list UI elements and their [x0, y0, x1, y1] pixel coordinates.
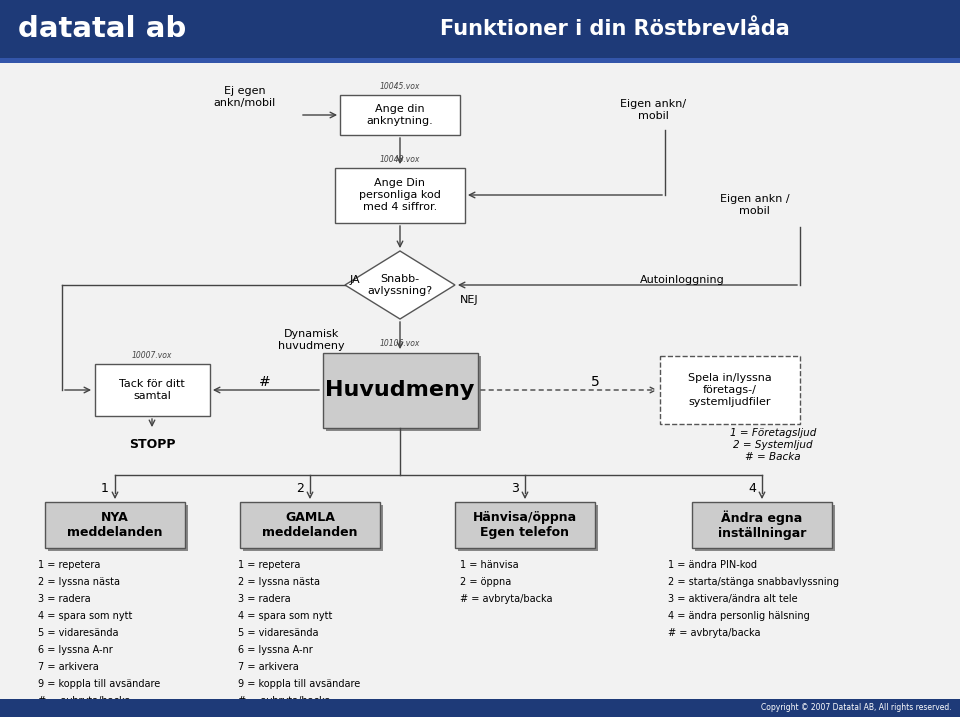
Text: 2: 2: [296, 482, 304, 495]
Text: 5 = vidaresända: 5 = vidaresända: [238, 628, 319, 638]
Text: 2 = lyssna nästa: 2 = lyssna nästa: [238, 577, 320, 587]
Text: NYA
meddelanden: NYA meddelanden: [67, 511, 163, 539]
Text: 9 = koppla till avsändare: 9 = koppla till avsändare: [38, 679, 160, 689]
Bar: [660, 356, 800, 424]
Text: 1 = Företagsljud
2 = Systemljud
# = Backa: 1 = Företagsljud 2 = Systemljud # = Back…: [730, 428, 816, 462]
Text: JA: JA: [349, 275, 360, 285]
Bar: [325, 356, 481, 430]
Bar: [94, 364, 209, 416]
Bar: [243, 505, 383, 551]
Text: Eigen ankn/
mobil: Eigen ankn/ mobil: [620, 99, 686, 120]
Text: 1 = hänvisa: 1 = hänvisa: [460, 560, 518, 570]
Text: Funktioner i din Röstbrevlåda: Funktioner i din Röstbrevlåda: [440, 19, 789, 39]
Text: Ange Din
personliga kod
med 4 siffror.: Ange Din personliga kod med 4 siffror.: [359, 179, 441, 212]
Text: 4 = ändra personlig hälsning: 4 = ändra personlig hälsning: [668, 611, 809, 621]
Text: GAMLA
meddelanden: GAMLA meddelanden: [262, 511, 358, 539]
Text: Tack för ditt
samtal: Tack för ditt samtal: [119, 379, 185, 401]
Bar: [323, 353, 477, 427]
Text: 3 = radera: 3 = radera: [38, 594, 90, 604]
Text: 2 = öppna: 2 = öppna: [460, 577, 512, 587]
Text: Copyright © 2007 Datatal AB, All rights reserved.: Copyright © 2007 Datatal AB, All rights …: [761, 703, 952, 713]
Bar: [458, 505, 598, 551]
Text: # = avbryta/backa: # = avbryta/backa: [668, 628, 760, 638]
Text: Dynamisk
huvudmeny: Dynamisk huvudmeny: [278, 329, 345, 351]
Bar: [0, 0, 960, 58]
Text: 2 = lyssna nästa: 2 = lyssna nästa: [38, 577, 120, 587]
Text: 2 = starta/stänga snabbavlyssning: 2 = starta/stänga snabbavlyssning: [668, 577, 839, 587]
Text: #: #: [259, 375, 271, 389]
Bar: [692, 502, 832, 548]
Bar: [695, 505, 835, 551]
Text: 10045.vox: 10045.vox: [380, 82, 420, 91]
Text: Hänvisa/öppna
Egen telefon: Hänvisa/öppna Egen telefon: [473, 511, 577, 539]
Bar: [45, 502, 185, 548]
Text: Huvudmeny: Huvudmeny: [325, 380, 474, 400]
Text: Ej egen
ankn/mobil: Ej egen ankn/mobil: [214, 86, 276, 108]
Text: 10106.vox: 10106.vox: [380, 340, 420, 348]
Bar: [48, 505, 188, 551]
Text: 3: 3: [511, 482, 519, 495]
Bar: [0, 58, 960, 63]
Text: 1: 1: [101, 482, 108, 495]
Text: 1 = repetera: 1 = repetera: [238, 560, 300, 570]
Text: Spela in/lyssna
företags-/
systemljudfiler: Spela in/lyssna företags-/ systemljudfil…: [688, 374, 772, 407]
Text: 3 = aktivera/ändra alt tele: 3 = aktivera/ändra alt tele: [668, 594, 798, 604]
Text: 4: 4: [748, 482, 756, 495]
Text: 5 = vidaresända: 5 = vidaresända: [38, 628, 118, 638]
Bar: [335, 168, 465, 222]
Text: # = avbryta/backa: # = avbryta/backa: [38, 696, 131, 706]
Text: STOPP: STOPP: [129, 439, 176, 452]
Text: 1 = ändra PIN-kod: 1 = ändra PIN-kod: [668, 560, 757, 570]
Text: 10048.vox: 10048.vox: [380, 154, 420, 163]
Text: 6 = lyssna A-nr: 6 = lyssna A-nr: [38, 645, 112, 655]
Text: 9 = koppla till avsändare: 9 = koppla till avsändare: [238, 679, 360, 689]
Polygon shape: [345, 251, 455, 319]
Text: 7 = arkivera: 7 = arkivera: [38, 662, 99, 672]
Text: 3 = radera: 3 = radera: [238, 594, 291, 604]
Bar: [340, 95, 460, 135]
Text: 4 = spara som nytt: 4 = spara som nytt: [238, 611, 332, 621]
Text: 1 = repetera: 1 = repetera: [38, 560, 101, 570]
Text: Ändra egna
inställningar: Ändra egna inställningar: [718, 511, 806, 540]
Bar: [240, 502, 380, 548]
Text: datatal ab: datatal ab: [18, 15, 186, 43]
Text: Snabb-
avlyssning?: Snabb- avlyssning?: [368, 274, 433, 296]
Text: 10007.vox: 10007.vox: [132, 351, 172, 360]
Text: Eigen ankn /
mobil: Eigen ankn / mobil: [720, 194, 790, 216]
Bar: [0, 699, 960, 717]
Text: Autoinloggning: Autoinloggning: [640, 275, 725, 285]
Text: NEJ: NEJ: [460, 295, 479, 305]
Text: # = avbryta/backa: # = avbryta/backa: [238, 696, 330, 706]
Text: 4 = spara som nytt: 4 = spara som nytt: [38, 611, 132, 621]
Bar: [455, 502, 595, 548]
Text: Ange din
anknytning.: Ange din anknytning.: [367, 104, 433, 125]
Text: # = avbryta/backa: # = avbryta/backa: [460, 594, 553, 604]
Text: 6 = lyssna A-nr: 6 = lyssna A-nr: [238, 645, 313, 655]
Text: 7 = arkivera: 7 = arkivera: [238, 662, 299, 672]
Text: 5: 5: [590, 375, 599, 389]
